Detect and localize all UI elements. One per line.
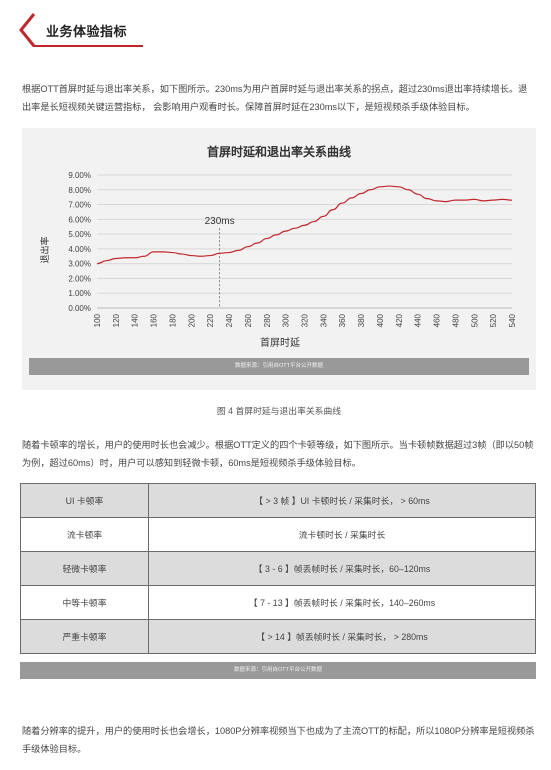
threshold-label: 230ms <box>205 216 235 227</box>
table-source-bar: 数据来源：引用自OTT平台公开数据 <box>20 662 536 679</box>
y-axis-label: 退出率 <box>39 236 51 263</box>
y-tick-label: 6.00% <box>68 215 91 224</box>
chart-title: 首屏时延和退出率关系曲线 <box>207 144 351 159</box>
x-tick-label: 100 <box>93 313 102 327</box>
chart-panel: 首屏时延和退出率关系曲线 退出率 首屏时延 0.00% 1.00% 2.00% 3.0… <box>22 128 536 390</box>
x-tick-label: 160 <box>150 313 159 327</box>
table-cell-label: 轻微卡顿率 <box>20 551 149 586</box>
table-cell-value: 流卡顿时长 / 采集时长 <box>148 517 536 552</box>
exit-rate-chart: 首屏时延和退出率关系曲线 退出率 首屏时延 0.00% 1.00% 2.00% 3.0… <box>39 144 517 349</box>
x-tick-label: 440 <box>414 313 423 327</box>
intro-paragraph: 根据OTT首屏时延与退出率关系，如下图所示。230ms为用户首屏时延与退出率关系… <box>22 84 528 112</box>
table-cell-value: 【 7 - 13 】帧丢帧时长 / 采集时长，140–260ms <box>148 585 536 620</box>
y-tick-label: 2.00% <box>68 274 91 283</box>
table-row: 严重卡顿率 【 > 14 】帧丢帧时长 / 采集时长， > 280ms <box>20 619 536 654</box>
y-tick-label: 4.00% <box>68 245 91 254</box>
x-tick-label: 340 <box>319 313 328 327</box>
table-row: 中等卡顿率 【 7 - 13 】帧丢帧时长 / 采集时长，140–260ms <box>20 585 536 620</box>
chart-source-bar: 数据来源：引用自OTT平台公开数据 <box>29 358 529 375</box>
table-cell-label: 中等卡顿率 <box>20 585 149 620</box>
section-header: 业务体验指标 <box>18 12 218 48</box>
x-tick-label: 520 <box>489 313 498 327</box>
x-tick-label: 540 <box>508 313 517 327</box>
x-tick-label: 180 <box>168 313 177 327</box>
stall-paragraph: 随着卡顿率的增长，用户的使用时长也会减少。根据OTT定义的四个卡顿等级，如下图所… <box>22 440 534 468</box>
x-tick-label: 280 <box>263 313 272 327</box>
y-tick-label: 3.00% <box>68 260 91 269</box>
y-tick-label: 1.00% <box>68 289 91 298</box>
table-cell-label: UI 卡顿率 <box>20 483 149 518</box>
table-row: UI 卡顿率 【 > 3 帧 】UI 卡顿时长 / 采集时长， > 60ms <box>20 483 536 518</box>
x-tick-label: 300 <box>282 313 291 327</box>
x-tick-label: 120 <box>112 313 121 327</box>
x-tick-label: 380 <box>357 313 366 327</box>
x-tick-label: 260 <box>244 313 253 327</box>
header-underline <box>33 45 143 47</box>
y-tick-label: 0.00% <box>68 304 91 313</box>
figure-caption: 图 4 首屏时延与退出率关系曲线 <box>216 406 342 416</box>
series-line <box>96 185 513 265</box>
x-tick-label: 500 <box>470 313 479 327</box>
x-tick-label: 320 <box>301 313 310 327</box>
x-tick-label: 420 <box>395 313 404 327</box>
x-tick-label: 400 <box>376 313 385 327</box>
table-row: 流卡顿率 流卡顿时长 / 采集时长 <box>20 517 536 552</box>
x-tick-label: 220 <box>206 313 215 327</box>
x-tick-label: 480 <box>451 313 460 327</box>
x-tick-label: 360 <box>338 313 347 327</box>
table-cell-label: 严重卡顿率 <box>20 619 149 654</box>
y-tick-label: 7.00% <box>68 201 91 210</box>
table-cell-value: 【 > 14 】帧丢帧时长 / 采集时长， > 280ms <box>148 619 536 654</box>
y-tick-label: 5.00% <box>68 230 91 239</box>
table-cell-label: 流卡顿率 <box>20 517 149 552</box>
table-cell-value: 【 > 3 帧 】UI 卡顿时长 / 采集时长， > 60ms <box>148 483 536 518</box>
resolution-paragraph: 随着分辨率的提升，用户的使用时长也会增长，1080P分辨率视频当下也成为了主流O… <box>22 726 535 754</box>
x-tick-label: 240 <box>225 313 234 327</box>
table-cell-value: 【 3 - 6 】帧丢帧时长 / 采集时长，60–120ms <box>148 551 536 586</box>
table-row: 轻微卡顿率 【 3 - 6 】帧丢帧时长 / 采集时长，60–120ms <box>20 551 536 586</box>
x-tick-label: 140 <box>131 313 140 327</box>
x-tick-label: 200 <box>187 313 196 327</box>
y-tick-label: 8.00% <box>68 186 91 195</box>
stall-rate-table: UI 卡顿率 【 > 3 帧 】UI 卡顿时长 / 采集时长， > 60ms 流… <box>20 483 536 654</box>
x-axis-label: 首屏时延 <box>260 336 300 349</box>
y-tick-label: 9.00% <box>68 171 91 180</box>
section-title: 业务体验指标 <box>46 24 128 39</box>
chevron-left-icon <box>19 13 48 47</box>
x-tick-label: 460 <box>433 313 442 327</box>
